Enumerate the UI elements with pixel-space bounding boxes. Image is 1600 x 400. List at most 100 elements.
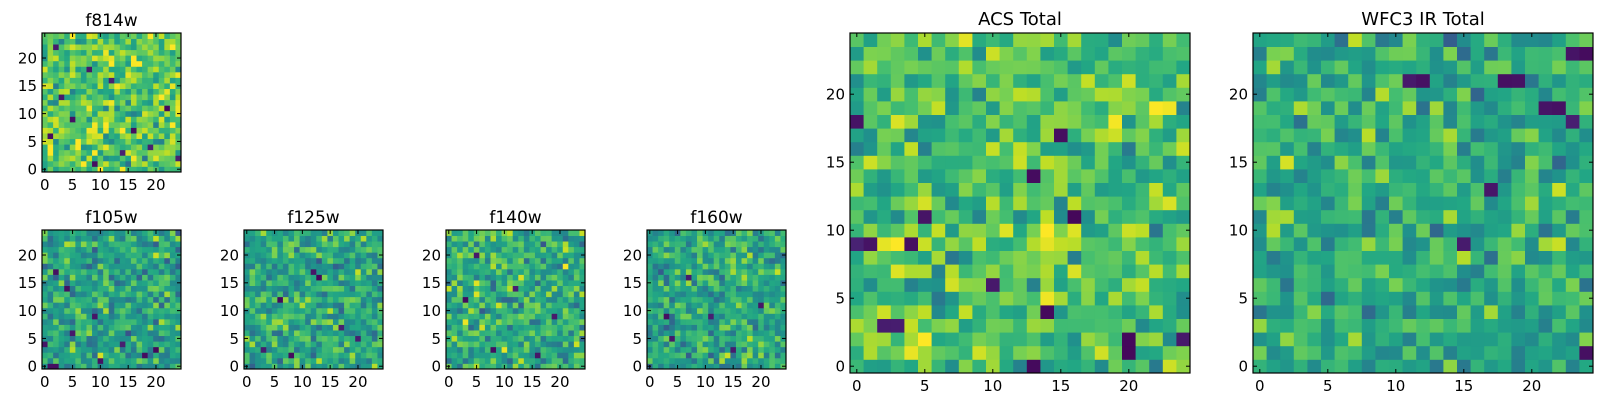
heatmap-cell bbox=[735, 330, 742, 337]
heatmap-cell bbox=[142, 302, 149, 309]
heatmap-cell bbox=[130, 116, 137, 123]
heatmap-cell bbox=[730, 285, 737, 292]
heatmap-cell bbox=[1348, 33, 1363, 47]
heatmap-cell bbox=[1457, 169, 1471, 183]
heatmap-cell bbox=[1348, 182, 1363, 197]
heatmap-cell bbox=[1054, 128, 1068, 143]
heatmap-cell bbox=[316, 274, 323, 281]
heatmap-cell bbox=[479, 241, 486, 248]
heatmap-cell bbox=[496, 252, 502, 259]
heatmap-cell bbox=[523, 285, 530, 292]
heatmap-cell bbox=[1094, 359, 1109, 374]
heatmap-cell bbox=[310, 313, 317, 320]
heatmap-cell bbox=[249, 235, 256, 242]
heatmap-cell bbox=[58, 66, 65, 73]
heatmap-cell bbox=[1081, 345, 1096, 360]
heatmap-cell bbox=[1361, 223, 1376, 238]
heatmap-cell bbox=[674, 291, 681, 298]
heatmap-cell bbox=[573, 246, 580, 253]
heatmap-cell bbox=[153, 263, 160, 270]
heatmap-cell bbox=[288, 268, 295, 275]
heatmap-cell bbox=[546, 363, 553, 370]
heatmap-cell bbox=[496, 263, 502, 270]
heatmap-cell bbox=[119, 149, 126, 156]
heatmap-cell bbox=[69, 155, 76, 162]
heatmap-cell bbox=[136, 66, 143, 73]
heatmap-cell bbox=[918, 46, 932, 61]
heatmap-cell bbox=[80, 155, 87, 162]
heatmap-cell bbox=[164, 285, 171, 292]
heatmap-cell bbox=[719, 335, 726, 342]
heatmap-cell bbox=[1149, 277, 1164, 292]
heatmap-cell bbox=[904, 182, 919, 197]
heatmap-cell bbox=[1054, 46, 1068, 61]
heatmap-cell bbox=[958, 345, 973, 360]
heatmap-cell bbox=[1266, 305, 1281, 319]
heatmap-cell bbox=[1334, 196, 1349, 211]
heatmap-cell bbox=[294, 285, 300, 292]
heatmap-cell bbox=[344, 241, 351, 248]
heatmap-cell bbox=[277, 352, 284, 359]
heatmap-cell bbox=[1135, 87, 1150, 102]
heatmap-cell bbox=[529, 252, 536, 259]
heatmap-cell bbox=[986, 318, 1000, 333]
heatmap-cell bbox=[164, 341, 171, 348]
heatmap-cell bbox=[702, 318, 709, 325]
heatmap-cell bbox=[119, 302, 126, 309]
heatmap-cell bbox=[169, 94, 176, 101]
heatmap-cell bbox=[360, 341, 367, 348]
heatmap-cell bbox=[1293, 155, 1308, 170]
heatmap-cell bbox=[468, 330, 475, 337]
heatmap-cell bbox=[158, 105, 165, 112]
heatmap-cell bbox=[103, 166, 110, 173]
heatmap-cell bbox=[305, 296, 312, 303]
heatmap-cell bbox=[69, 246, 76, 253]
heatmap-cell bbox=[142, 66, 149, 73]
heatmap-cell bbox=[546, 330, 553, 337]
heatmap-cell bbox=[114, 241, 121, 248]
heatmap-cell bbox=[1579, 196, 1594, 211]
heatmap-cell bbox=[540, 313, 547, 320]
heatmap-cell bbox=[75, 335, 82, 342]
heatmap-cell bbox=[774, 280, 781, 286]
heatmap-cell bbox=[310, 330, 317, 337]
heatmap-cell bbox=[86, 116, 93, 123]
heatmap-cell bbox=[769, 235, 776, 242]
heatmap-cell bbox=[1348, 305, 1363, 319]
heatmap-cell bbox=[332, 296, 339, 303]
heatmap-cell bbox=[1416, 155, 1431, 170]
heatmap-cell bbox=[1176, 223, 1191, 238]
heatmap-cell bbox=[557, 268, 564, 275]
heatmap-cell bbox=[1484, 141, 1499, 156]
heatmap-cell bbox=[462, 296, 469, 303]
heatmap-cell bbox=[713, 302, 720, 309]
heatmap-cell bbox=[1054, 345, 1068, 360]
heatmap-cell bbox=[164, 38, 171, 45]
heatmap-cell bbox=[1280, 332, 1295, 347]
heatmap-cell bbox=[518, 268, 525, 275]
heatmap-cell bbox=[446, 318, 452, 325]
heatmap-cell bbox=[327, 307, 334, 314]
heatmap-cell bbox=[451, 257, 458, 264]
heatmap-cell bbox=[780, 296, 787, 303]
heatmap-cell bbox=[153, 252, 160, 259]
heatmap-cell bbox=[282, 263, 289, 270]
heatmap-cell bbox=[360, 274, 367, 281]
heatmap-cell bbox=[114, 313, 121, 320]
heatmap-cell bbox=[1149, 250, 1164, 265]
heatmap-cell bbox=[534, 252, 541, 259]
heatmap-cell bbox=[86, 263, 93, 270]
heatmap-cell bbox=[92, 296, 98, 303]
heatmap-cell bbox=[75, 257, 82, 264]
heatmap-cell bbox=[114, 302, 121, 309]
heatmap-cell bbox=[484, 363, 491, 370]
heatmap-cell bbox=[249, 230, 256, 236]
heatmap-cell bbox=[47, 335, 54, 342]
heatmap-cell bbox=[80, 280, 87, 286]
heatmap-cell bbox=[1579, 182, 1594, 197]
heatmap-cell bbox=[75, 77, 82, 84]
heatmap-cell bbox=[92, 341, 98, 348]
heatmap-cell bbox=[294, 268, 300, 275]
heatmap-cell bbox=[260, 257, 267, 264]
